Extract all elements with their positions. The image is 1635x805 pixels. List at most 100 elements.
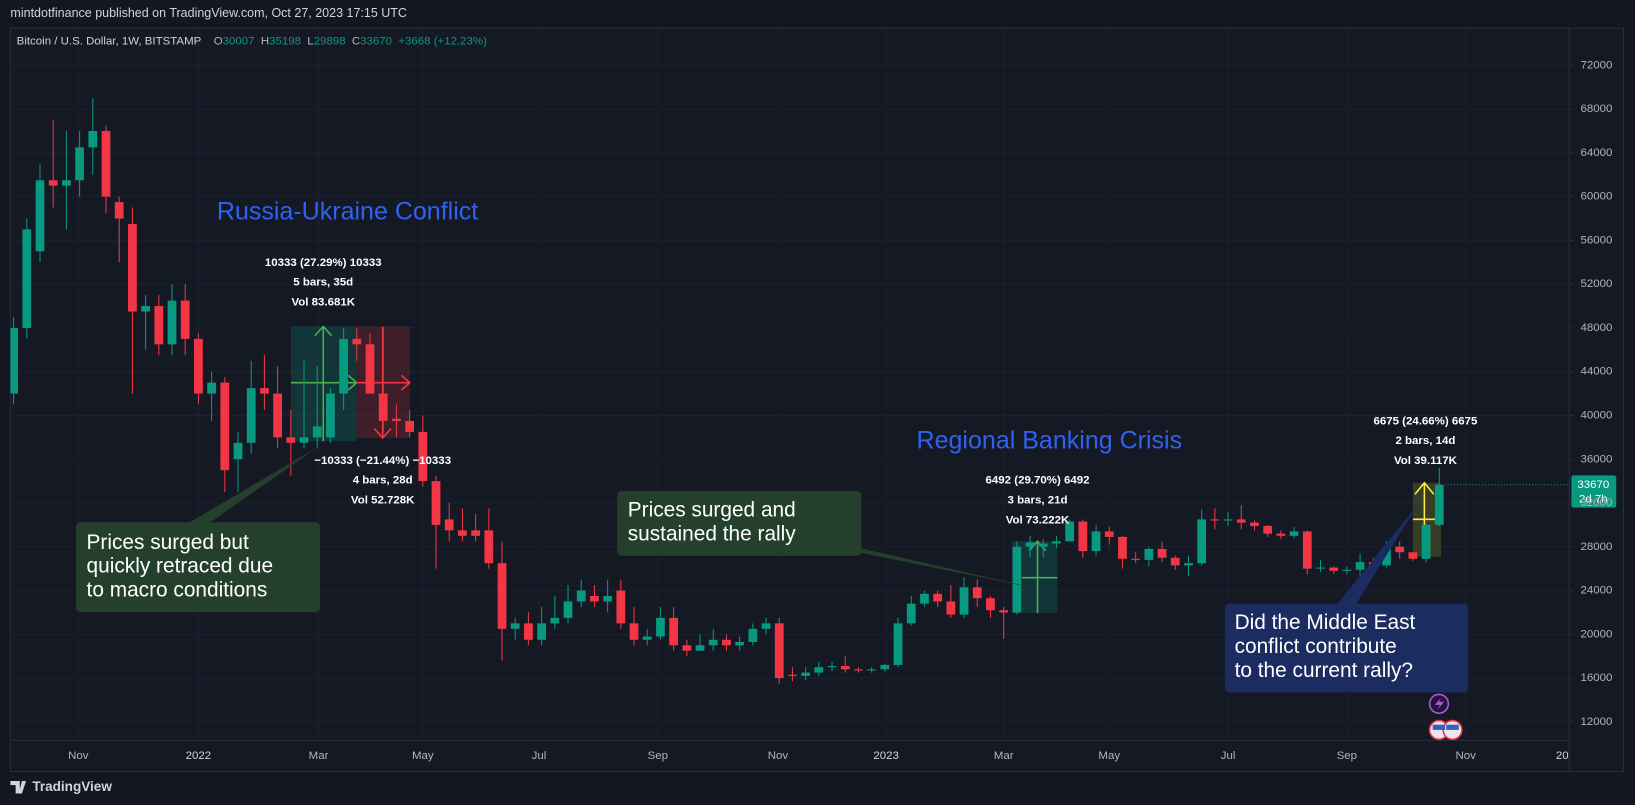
- candle-body: [458, 530, 467, 536]
- candle-body: [524, 623, 533, 640]
- candle-body: [1170, 557, 1180, 566]
- candle-body: [1197, 519, 1207, 564]
- candle-body: [1118, 536, 1127, 559]
- candle-body: [1289, 531, 1299, 536]
- legend-title: Bitcoin / U.S. Dollar, 1W, BITSTAMP: [17, 36, 202, 48]
- candle-body: [497, 563, 507, 629]
- x-tick-label: Mar: [309, 750, 329, 762]
- price-tag-countdown: 2d 7h: [1579, 493, 1608, 505]
- candle-body: [48, 180, 58, 186]
- candle-body: [840, 666, 850, 670]
- candle-body: [880, 664, 890, 670]
- callout-text: to macro conditions: [87, 579, 268, 602]
- candle-body: [75, 147, 84, 181]
- callout-text: Prices surged and: [628, 498, 796, 521]
- event-icon: [1434, 697, 1445, 711]
- candle-body: [933, 593, 943, 602]
- candle-body: [906, 603, 916, 624]
- x-tick-label: Nov: [768, 750, 789, 762]
- y-tick-label: 64000: [1580, 147, 1612, 159]
- y-tick-label: 60000: [1580, 191, 1612, 203]
- candle-body: [1355, 562, 1365, 570]
- x-tick-label: Nov: [1455, 750, 1476, 762]
- legend-ohlc: O30007 H35198 L29898 C33670 +3668 (+12.23%): [214, 36, 487, 48]
- measure-label: 6492 (29.70%) 6492: [986, 475, 1090, 487]
- candle-body: [167, 300, 177, 345]
- callout-box: [617, 491, 862, 556]
- candle-body: [431, 481, 441, 525]
- candle-body: [642, 636, 652, 640]
- measure-label: 3 bars, 21d: [1008, 495, 1068, 507]
- x-tick-label: 2024: [1556, 750, 1582, 762]
- callout-box: [76, 522, 321, 613]
- legend-key: H: [261, 36, 269, 48]
- candle-body: [352, 338, 362, 345]
- candle-body: [1184, 563, 1193, 566]
- legend-value: 30007: [223, 36, 255, 48]
- candle-body: [1329, 567, 1339, 571]
- candle-body: [378, 393, 388, 421]
- measure-arrow: [314, 325, 333, 337]
- x-tick-label: Sep: [1337, 750, 1357, 762]
- candle-body: [1302, 531, 1312, 569]
- candle-body: [748, 628, 758, 642]
- candle-body: [761, 623, 771, 629]
- candle-body: [603, 596, 613, 602]
- candle-body: [1091, 531, 1101, 552]
- x-tick-label: Jul: [532, 750, 547, 762]
- measure-label: 10333 (27.29%) 10333: [265, 257, 382, 269]
- y-tick-label: 68000: [1580, 103, 1612, 115]
- x-tick-label: Nov: [68, 750, 89, 762]
- candle-body: [326, 393, 335, 438]
- callout-box: [1225, 603, 1469, 693]
- candle-body: [537, 623, 547, 640]
- candle-body: [1316, 567, 1325, 569]
- candle-body: [484, 530, 494, 564]
- brand-logo: [10, 781, 27, 794]
- candle-body: [1421, 524, 1431, 559]
- candle-body: [101, 130, 111, 197]
- legend-value: 29898: [314, 36, 346, 48]
- candle-body: [1263, 525, 1273, 534]
- y-tick-label: 36000: [1580, 453, 1612, 465]
- candle-body: [563, 601, 573, 618]
- candle-body: [260, 388, 269, 394]
- callout-text: quickly retraced due: [87, 555, 274, 578]
- candle-body: [339, 338, 348, 394]
- candle-body: [273, 393, 282, 438]
- candle-body: [1236, 519, 1246, 523]
- candle-body: [207, 382, 216, 394]
- candle-body: [788, 674, 797, 676]
- x-tick-label: Sep: [648, 750, 668, 762]
- measure-label: 5 bars, 35d: [293, 277, 353, 289]
- legend-change: +3668 (+12.23%): [398, 36, 487, 48]
- candle-body: [722, 639, 731, 646]
- measure-label: −10333 (−21.44%) −10333: [314, 455, 451, 467]
- candle-body: [550, 617, 560, 624]
- candle-body: [1052, 541, 1061, 544]
- candle-body: [88, 130, 98, 148]
- y-tick-label: 52000: [1580, 278, 1612, 290]
- candle-body: [128, 223, 137, 312]
- candle-body: [616, 590, 626, 624]
- candle-body: [1250, 522, 1259, 526]
- candle-body: [299, 437, 309, 443]
- measure-label: 2 bars, 14d: [1395, 435, 1455, 447]
- candle-body: [827, 666, 837, 668]
- candle-body: [590, 596, 599, 602]
- candle-body: [801, 672, 811, 676]
- legend-key: O: [214, 36, 223, 48]
- candle-body: [444, 519, 454, 531]
- measure-label: Vol 73.222K: [1006, 514, 1070, 526]
- candle-body: [959, 587, 969, 615]
- measure-arrow: [400, 374, 411, 391]
- callout-text: sustained the rally: [628, 522, 797, 545]
- callout-text: Prices surged but: [87, 531, 249, 554]
- candle-body: [1157, 548, 1167, 558]
- candle-body: [1395, 546, 1405, 553]
- y-tick-label: 20000: [1580, 628, 1612, 640]
- y-tick-label: 12000: [1580, 716, 1612, 728]
- x-tick-label: Mar: [994, 750, 1014, 762]
- candle-body: [141, 306, 150, 312]
